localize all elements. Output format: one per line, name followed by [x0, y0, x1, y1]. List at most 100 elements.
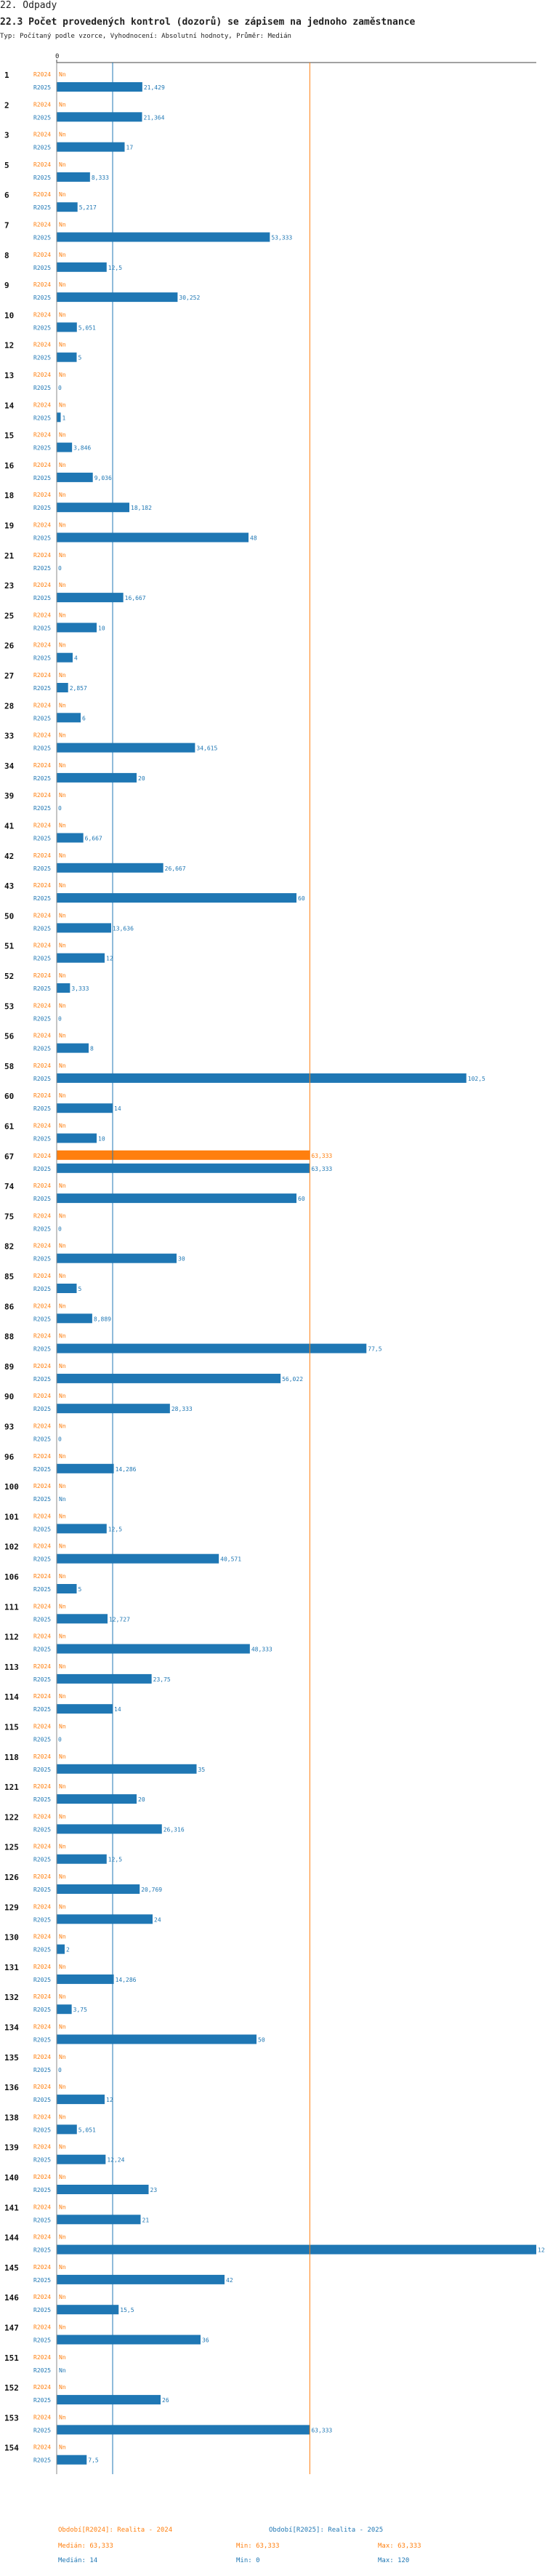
series-label-2025: R2025 [33, 895, 51, 902]
missing-value-2024: Nn [59, 1603, 66, 1609]
series-label-2025: R2025 [33, 595, 51, 601]
series-label-2025: R2025 [33, 2097, 51, 2103]
missing-value-2024: Nn [59, 462, 66, 468]
series-label-2024: R2024 [33, 1873, 51, 1880]
bar-chart: 0 1 R2024 Nn R2025 21,429 2 R2024 Nn R2025 21,364 3… [4, 53, 545, 2474]
bar-2025 [57, 1854, 107, 1864]
legend-median-2024: Medián: 63,333 [58, 2543, 113, 2550]
bar-2025 [57, 412, 61, 423]
series-label-2025: R2025 [33, 1737, 51, 1743]
bar-2025 [57, 1824, 162, 1834]
bar-2025 [57, 142, 125, 152]
bar-2025 [57, 1944, 65, 1954]
series-label-2024: R2024 [33, 912, 51, 919]
missing-value-2024: Nn [59, 1633, 66, 1640]
category-label: 122 [4, 1812, 19, 1822]
missing-value-2024: Nn [59, 2444, 66, 2451]
category-label: 96 [4, 1452, 15, 1462]
category-label: 140 [4, 2173, 19, 2183]
category-label: 67 [4, 1152, 14, 1161]
missing-value-2024: Nn [59, 972, 66, 979]
missing-value-2024: Nn [59, 372, 66, 378]
category-label: 138 [4, 2113, 19, 2122]
value-label-2025: 26,316 [164, 1826, 185, 1833]
series-label-2025: R2025 [33, 114, 51, 121]
series-label-2024: R2024 [33, 2084, 51, 2090]
category-label: 7 [4, 221, 9, 231]
value-label-2025: 5,217 [79, 204, 97, 211]
bar-2025 [57, 1764, 197, 1774]
series-label-2025: R2025 [33, 1196, 51, 1202]
bar-2025 [57, 743, 195, 753]
missing-value-2024: Nn [59, 191, 66, 198]
series-label-2024: R2024 [33, 1753, 51, 1760]
value-label-2024: 63,333 [311, 1153, 332, 1159]
series-label-2025: R2025 [33, 565, 51, 572]
series-label-2025: R2025 [33, 204, 51, 211]
series-label-2024: R2024 [33, 1033, 51, 1039]
value-label-2025: 20 [138, 1796, 145, 1803]
series-label-2024: R2024 [33, 672, 51, 679]
series-label-2024: R2024 [33, 823, 51, 829]
series-label-2024: R2024 [33, 612, 51, 618]
bar-2025 [57, 1463, 114, 1473]
series-label-2024: R2024 [33, 1092, 51, 1099]
series-label-2024: R2024 [33, 1363, 51, 1369]
missing-value-2024: Nn [59, 132, 66, 138]
series-label-2024: R2024 [33, 342, 51, 348]
series-label-2025: R2025 [33, 1076, 51, 1082]
series-label-2024: R2024 [33, 852, 51, 859]
category-label: 101 [4, 1512, 19, 1521]
bar-2025 [57, 1133, 97, 1143]
value-label-2025: 6 [82, 715, 86, 721]
missing-value-2024: Nn [59, 2264, 66, 2271]
category-label: 85 [4, 1272, 14, 1281]
category-label: 125 [4, 1843, 19, 1852]
value-label-2025: 16,667 [125, 595, 146, 601]
series-label-2025: R2025 [33, 1436, 51, 1443]
bar-2025 [57, 1284, 77, 1293]
category-label: 147 [4, 2324, 19, 2333]
missing-value-2024: Nn [59, 1573, 66, 1580]
category-label: 115 [4, 1723, 19, 1732]
bar-2025 [57, 923, 111, 933]
bar-2025 [57, 82, 142, 92]
bar-2025 [57, 713, 81, 723]
category-label: 26 [4, 641, 15, 651]
category-label: 8 [4, 251, 9, 260]
value-label-2025: 10 [98, 625, 105, 631]
missing-value-2024: Nn [59, 2113, 66, 2120]
series-label-2024: R2024 [33, 1663, 51, 1670]
value-label-2025: 48 [250, 535, 257, 542]
bar-2025 [57, 1794, 137, 1804]
series-label-2025: R2025 [33, 805, 51, 812]
series-label-2025: R2025 [33, 1256, 51, 1263]
series-label-2025: R2025 [33, 2247, 51, 2254]
series-label-2024: R2024 [33, 1123, 51, 1129]
series-label-2025: R2025 [33, 836, 51, 842]
series-label-2025: R2025 [33, 265, 51, 271]
value-label-2025: 5 [78, 1286, 82, 1292]
series-label-2024: R2024 [33, 1964, 51, 1970]
missing-value-2025: Nn [59, 1496, 66, 1503]
chart-type-line: Typ: Počítaný podle vzorce, Vyhodnocení:… [0, 33, 291, 40]
series-label-2025: R2025 [33, 1796, 51, 1803]
series-label-2024: R2024 [33, 281, 51, 288]
category-label: 42 [4, 852, 14, 861]
series-label-2024: R2024 [33, 1303, 51, 1309]
series-label-2025: R2025 [33, 2367, 51, 2374]
series-label-2025: R2025 [33, 415, 51, 421]
bar-2025 [57, 1404, 170, 1414]
missing-value-2024: Nn [59, 2414, 66, 2420]
value-label-2025: 102,5 [468, 1076, 485, 1082]
value-label-2025: 21 [142, 2217, 150, 2223]
value-label-2025: 20 [138, 775, 145, 782]
legend-min-2024: Min: 63,333 [236, 2543, 280, 2550]
category-label: 1 [4, 71, 9, 80]
value-label-2025: 8,333 [92, 175, 109, 181]
bar-2025 [57, 1673, 152, 1684]
series-label-2024: R2024 [33, 1393, 51, 1399]
value-label-2025: 0 [58, 1436, 62, 1443]
series-label-2024: R2024 [33, 2144, 51, 2151]
bar-2025 [57, 172, 90, 182]
